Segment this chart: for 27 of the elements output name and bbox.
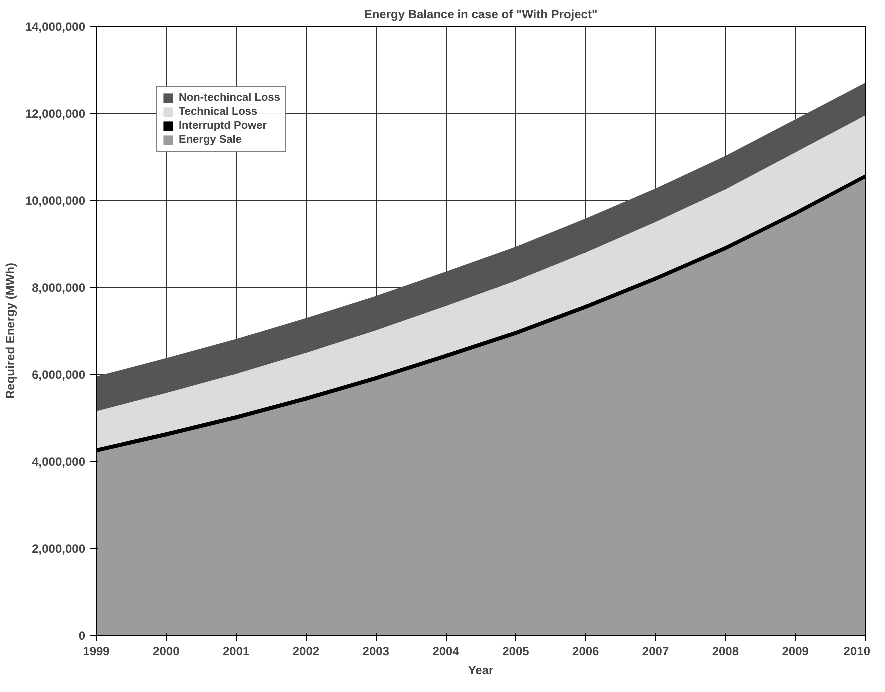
legend-label: Non-techincal Loss (179, 92, 280, 104)
y-tick-label: 8,000,000 (32, 281, 86, 295)
legend-label: Technical Loss (179, 106, 258, 118)
legend-label: Energy Sale (179, 134, 242, 146)
x-tick-label: 2002 (292, 644, 320, 658)
legend-label: Interruptd Power (179, 120, 268, 132)
y-tick-label: 0 (78, 629, 86, 643)
x-tick-label: 2001 (222, 644, 250, 658)
chart-title: Energy Balance in case of "With Project" (364, 8, 598, 22)
y-tick-label: 2,000,000 (32, 542, 86, 556)
x-tick-label: 2003 (362, 644, 390, 658)
x-tick-label: 2009 (782, 644, 810, 658)
y-tick-label: 10,000,000 (25, 194, 86, 208)
y-axis-title: Required Energy (MWh) (3, 262, 18, 399)
x-tick-label: 2010 (844, 644, 871, 658)
x-tick-label: 2000 (153, 644, 180, 658)
y-tick-label: 6,000,000 (32, 368, 86, 382)
x-tick-label: 2007 (642, 644, 670, 658)
x-tick-label: 2008 (712, 644, 740, 658)
y-tick-label: 12,000,000 (25, 107, 86, 121)
x-tick-label: 2004 (432, 644, 460, 658)
y-tick-label: 4,000,000 (32, 455, 86, 469)
x-tick-label: 2005 (502, 644, 530, 658)
x-tick-label: 2006 (572, 644, 600, 658)
x-axis-title: Year (468, 664, 494, 678)
y-tick-label: 14,000,000 (25, 20, 86, 34)
x-tick-label: 1999 (83, 644, 110, 658)
